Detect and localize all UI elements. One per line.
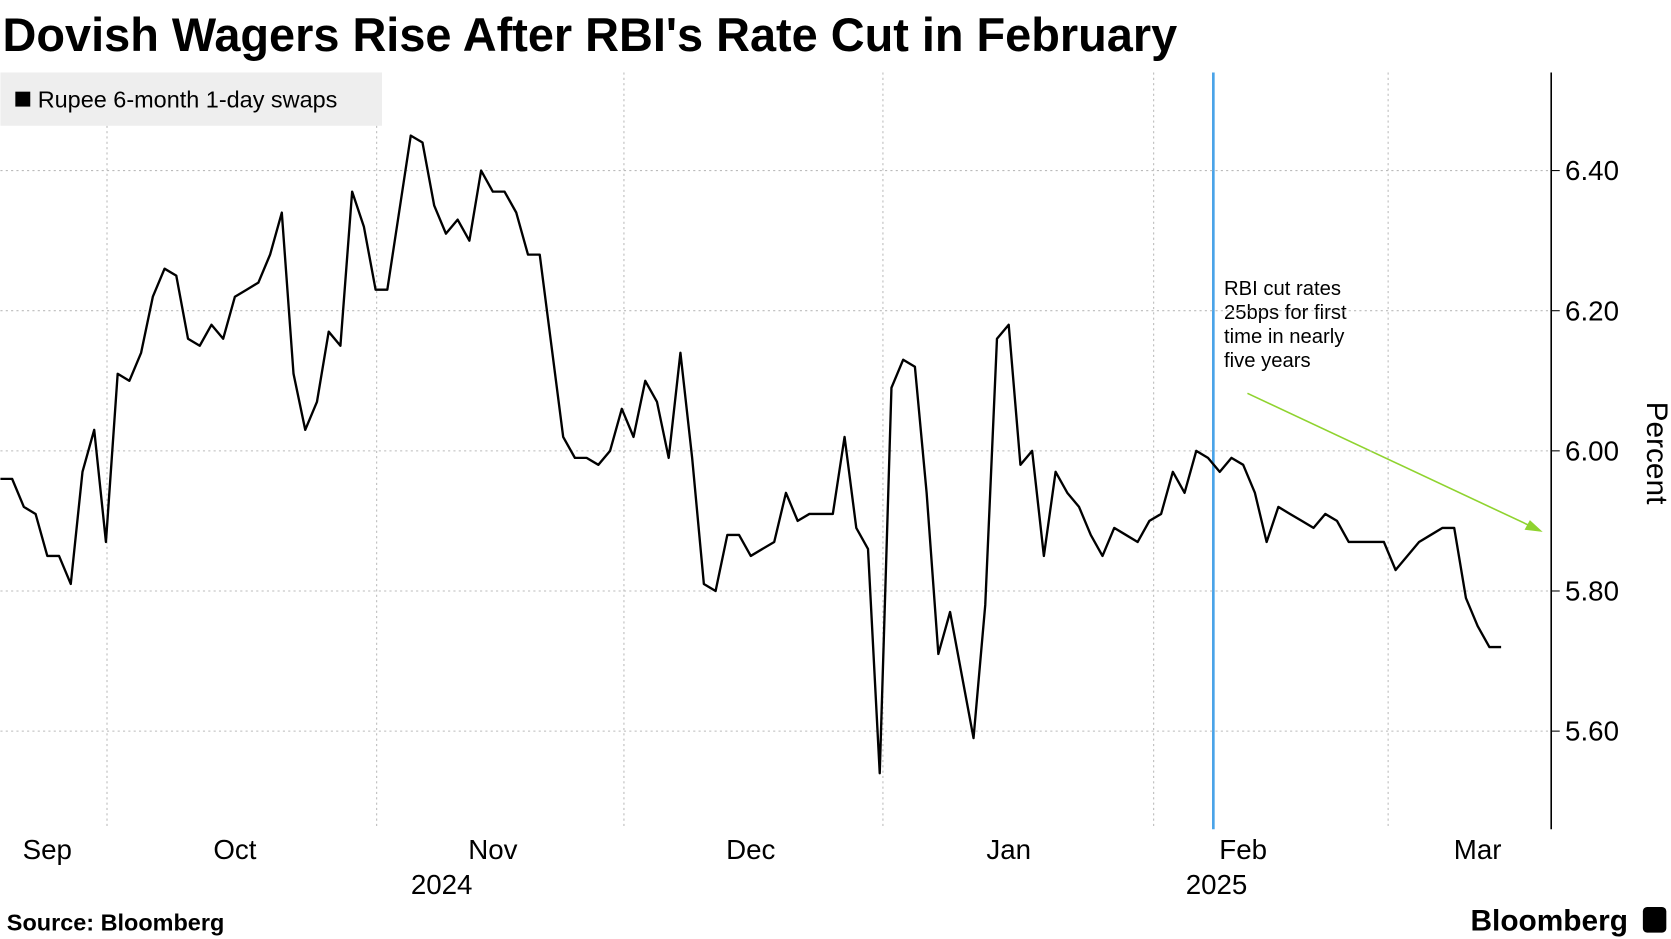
annotation-line: five years: [1224, 350, 1311, 372]
x-tick-label: Feb: [1219, 834, 1267, 865]
y-tick-label: 5.80: [1565, 576, 1619, 607]
y-tick-label: 5.60: [1565, 716, 1619, 747]
annotation-line: 25bps for first: [1224, 302, 1347, 324]
year-label: 2025: [1186, 869, 1248, 900]
chart-title: Dovish Wagers Rise After RBI's Rate Cut …: [3, 9, 1178, 61]
x-tick-label: Oct: [213, 834, 256, 865]
brand-logo: [1642, 907, 1667, 933]
annotation-line: RBI cut rates: [1224, 278, 1341, 300]
source: Source: Bloomberg: [7, 909, 224, 935]
legend-label: Rupee 6-month 1-day swaps: [38, 87, 338, 113]
annotation-arrow: [1247, 392, 1539, 531]
y-axis-title: Percent: [1640, 402, 1671, 506]
y-tick-label: 6.00: [1565, 435, 1619, 466]
annotation-line: time in nearly: [1224, 326, 1345, 348]
x-tick-label: Jan: [986, 834, 1031, 865]
brand: Bloomberg: [1471, 904, 1628, 937]
x-tick-label: Sep: [23, 834, 72, 865]
x-tick-label: Nov: [468, 834, 517, 865]
year-label: 2024: [411, 869, 473, 900]
legend-swatch: [15, 91, 31, 107]
y-tick-label: 6.40: [1565, 155, 1619, 186]
y-tick-label: 6.20: [1565, 295, 1619, 326]
arrow-head: [1524, 520, 1543, 532]
legend-box: [0, 72, 382, 126]
x-tick-label: Mar: [1454, 834, 1502, 865]
x-tick-label: Dec: [726, 834, 775, 865]
line-series: [0, 134, 1502, 775]
